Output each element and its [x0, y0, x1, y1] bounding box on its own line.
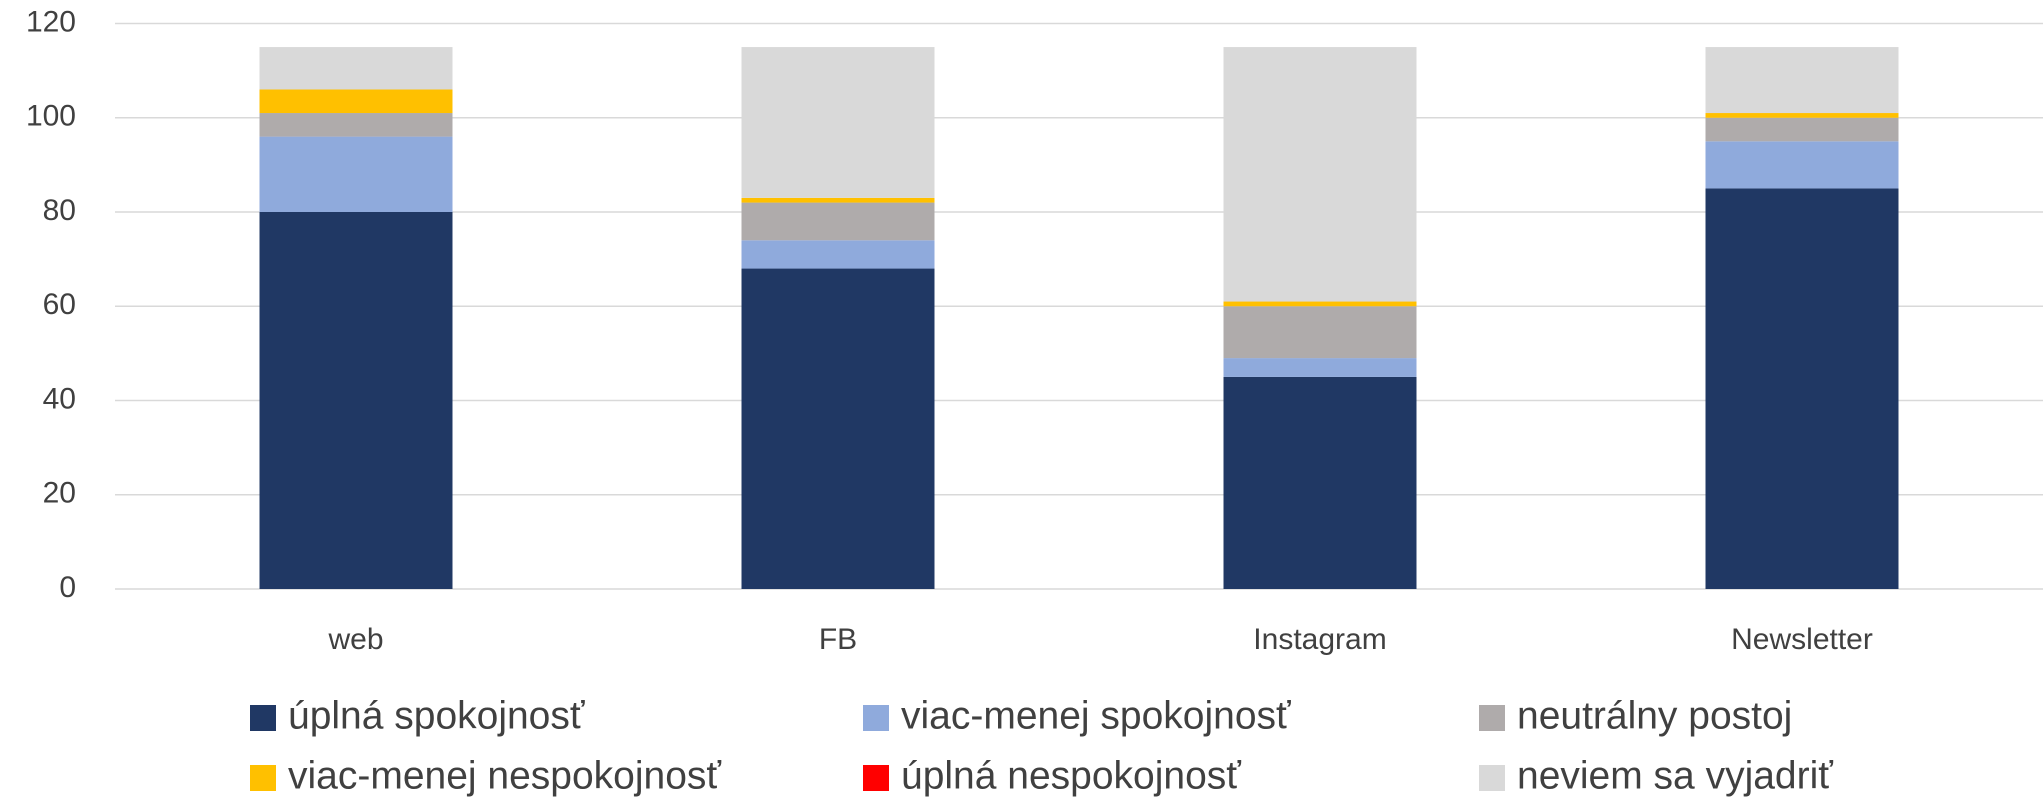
y-tick-label: 100	[26, 100, 76, 133]
bar-segment	[1223, 47, 1417, 302]
y-tick-label: 60	[43, 288, 76, 321]
legend-label: neutrálny postoj	[1517, 694, 1792, 737]
bar-segment	[1705, 117, 1899, 142]
legend-label: úplná nespokojnosť	[901, 754, 1241, 797]
x-tick-label: Newsletter	[1731, 623, 1873, 656]
bar-segment	[741, 202, 935, 241]
legend-label: neviem sa vyjadriť	[1517, 754, 1833, 797]
bar-segment	[741, 240, 935, 269]
legend-label: viac-menej nespokojnosť	[288, 754, 721, 797]
bar-segment	[1223, 376, 1417, 589]
bar-segment	[259, 47, 453, 90]
y-tick-label: 0	[59, 571, 76, 604]
x-tick-label: web	[327, 623, 383, 656]
y-tick-label: 120	[26, 5, 76, 38]
legend-label: viac-menej spokojnosť	[901, 694, 1291, 737]
legend-swatch	[1479, 765, 1505, 791]
legend-swatch	[863, 705, 889, 731]
bar-segment	[1223, 358, 1417, 377]
legend-swatch	[863, 765, 889, 791]
bar-segment	[259, 212, 453, 589]
bar-segment	[1705, 113, 1899, 118]
bar-segment	[1223, 306, 1417, 359]
bar-segment	[741, 47, 935, 198]
bar-segment	[741, 197, 935, 203]
legend-swatch	[250, 765, 276, 791]
bar-segment	[741, 268, 935, 589]
x-tick-label: Instagram	[1253, 623, 1386, 656]
bar-segment	[259, 113, 453, 137]
y-tick-label: 20	[43, 477, 76, 510]
x-tick-label: FB	[819, 623, 857, 656]
bar-segment	[259, 89, 453, 114]
legend-label: úplná spokojnosť	[288, 694, 585, 737]
bar-segment	[1223, 301, 1417, 307]
bar-segment	[1705, 141, 1899, 189]
bar-segment	[1705, 188, 1899, 589]
bar-segment	[259, 136, 453, 212]
y-tick-label: 80	[43, 194, 76, 227]
y-tick-label: 40	[43, 382, 76, 415]
legend-swatch	[1479, 705, 1505, 731]
bar-segment	[1705, 47, 1899, 114]
legend-swatch	[250, 705, 276, 731]
